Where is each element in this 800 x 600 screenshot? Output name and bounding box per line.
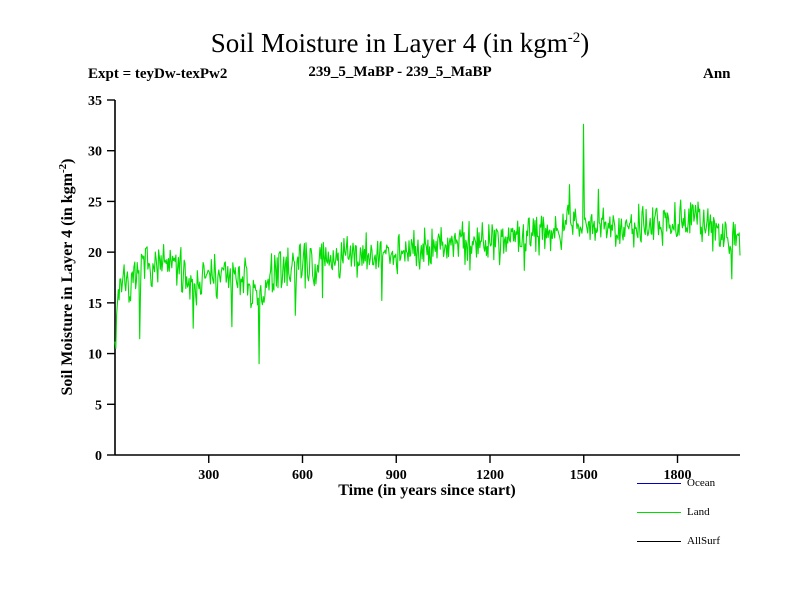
legend-row-land: Land: [637, 505, 720, 519]
ocean-line-sample: [637, 482, 681, 484]
chart-title-suffix: ): [580, 28, 590, 58]
land-line-sample: [637, 511, 681, 513]
y-tick-label: 25: [88, 195, 102, 210]
x-axis-label: Time (in years since start): [338, 482, 516, 499]
x-tick-label: 1500: [570, 468, 598, 483]
x-tick-label: 600: [292, 468, 313, 483]
legend-label-land: Land: [687, 506, 710, 518]
y-tick-label: 35: [88, 94, 102, 109]
period-label: 239_5_MaBP - 239_5_MaBP: [308, 64, 492, 80]
legend-label-allsurf: AllSurf: [687, 535, 720, 547]
y-tick-label: 5: [95, 398, 102, 413]
y-tick-label: 10: [88, 348, 102, 363]
chart-title-text: Soil Moisture in Layer 4 (in kgm: [210, 28, 568, 58]
land-series-line: [114, 123, 741, 365]
y-tick-label: 20: [88, 246, 102, 261]
season-label: Ann: [703, 66, 731, 82]
x-tick-label: 300: [198, 468, 219, 483]
legend-row-ocean: Ocean: [637, 476, 720, 490]
chart-title: Soil Moisture in Layer 4 (in kgm-2): [211, 28, 589, 59]
legend: Ocean Land AllSurf: [637, 476, 720, 563]
legend-label-ocean: Ocean: [687, 477, 716, 489]
y-tick-label: 30: [88, 145, 102, 160]
chart-title-superscript: -2: [567, 30, 581, 46]
legend-row-allsurf: AllSurf: [637, 534, 720, 548]
y-tick-label: 15: [88, 297, 102, 312]
x-tick-label: 1800: [664, 468, 692, 483]
x-tick-label: 1200: [476, 468, 504, 483]
allsurf-line-sample: [637, 540, 681, 542]
y-tick-label: 0: [95, 449, 102, 464]
experiment-label: Expt = teyDw-texPw2: [88, 66, 228, 82]
x-tick-label: 900: [386, 468, 407, 483]
